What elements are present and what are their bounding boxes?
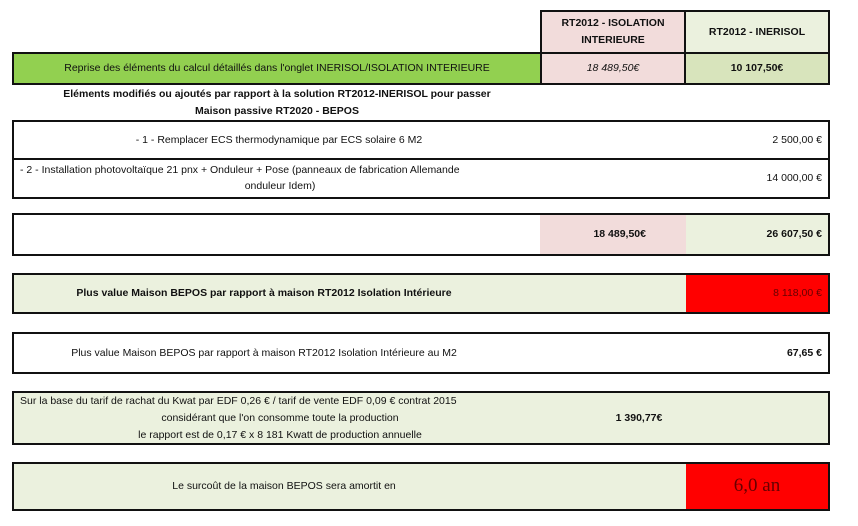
item-label-line: onduleur Idem) <box>244 180 316 192</box>
totals-row: 18 489,50€ 26 607,50 € <box>12 213 830 256</box>
item-value: 2 500,00 € <box>772 133 822 146</box>
tarif-row: Sur la base du tarif de rachat du Kwat p… <box>12 391 830 445</box>
items-table: - 1 - Remplacer ECS thermodynamique par … <box>12 120 830 199</box>
item-row: - 2 - Installation photovoltaïque 21 pnx… <box>14 160 828 197</box>
item-label: - 2 - Installation photovoltaïque 21 pnx… <box>20 162 540 194</box>
section-subtitle: Eléments modifiés ou ajoutés par rapport… <box>12 86 542 120</box>
reprise-label: Reprise des éléments du calcul détaillés… <box>12 52 542 85</box>
plus-value-m2-label: Plus value Maison BEPOS par rapport à ma… <box>71 346 457 359</box>
amorti-label: Le surcoût de la maison BEPOS sera amort… <box>172 480 396 493</box>
plus-value-row: Plus value Maison BEPOS par rapport à ma… <box>12 273 830 314</box>
total-isolation: 18 489,50€ <box>540 215 686 254</box>
plus-value-m2-row: Plus value Maison BEPOS par rapport à ma… <box>12 332 830 374</box>
tarif-line: Sur la base du tarif de rachat du Kwat p… <box>20 395 457 407</box>
value: 10 107,50€ <box>730 62 784 75</box>
item-label: - 1 - Remplacer ECS thermodynamique par … <box>135 133 423 146</box>
tarif-line: considérant que l'on consomme toute la p… <box>161 412 399 424</box>
amorti-value: 6,0 an <box>686 464 828 509</box>
total-inerisol: 26 607,50 € <box>686 215 828 254</box>
amorti-row: Le surcoût de la maison BEPOS sera amort… <box>12 462 830 511</box>
tarif-value: 1 390,77€ <box>615 411 663 424</box>
plus-value-amount: 8 118,00 € <box>686 275 828 312</box>
header-label: RT2012 - INERISOL <box>708 25 806 38</box>
reprise-text: Reprise des éléments du calcul détaillés… <box>64 62 490 75</box>
plus-value-label: Plus value Maison BEPOS par rapport à ma… <box>76 287 452 300</box>
value: 18 489,50€ <box>586 62 640 75</box>
plus-value-m2-amount: 67,65 € <box>786 346 822 359</box>
subtitle-line: Eléments modifiés ou ajoutés par rapport… <box>63 88 491 100</box>
tarif-text: Sur la base du tarif de rachat du Kwat p… <box>20 393 540 444</box>
header-isolation-interieure: RT2012 - ISOLATION INTERIEURE <box>540 10 686 54</box>
subtitle-line: Maison passive RT2020 - BEPOS <box>195 105 359 117</box>
item-value: 14 000,00 € <box>766 172 822 185</box>
header-inerisol: RT2012 - INERISOL <box>684 10 830 54</box>
header-label: RT2012 - ISOLATION INTERIEURE <box>561 17 665 46</box>
tarif-line: le rapport est de 0,17 € x 8 181 Kwatt d… <box>138 429 422 441</box>
reprise-inerisol-value: 10 107,50€ <box>684 52 830 85</box>
item-label-line: - 2 - Installation photovoltaïque 21 pnx… <box>20 164 460 176</box>
item-row: - 1 - Remplacer ECS thermodynamique par … <box>14 122 828 160</box>
reprise-isolation-value: 18 489,50€ <box>540 52 686 85</box>
